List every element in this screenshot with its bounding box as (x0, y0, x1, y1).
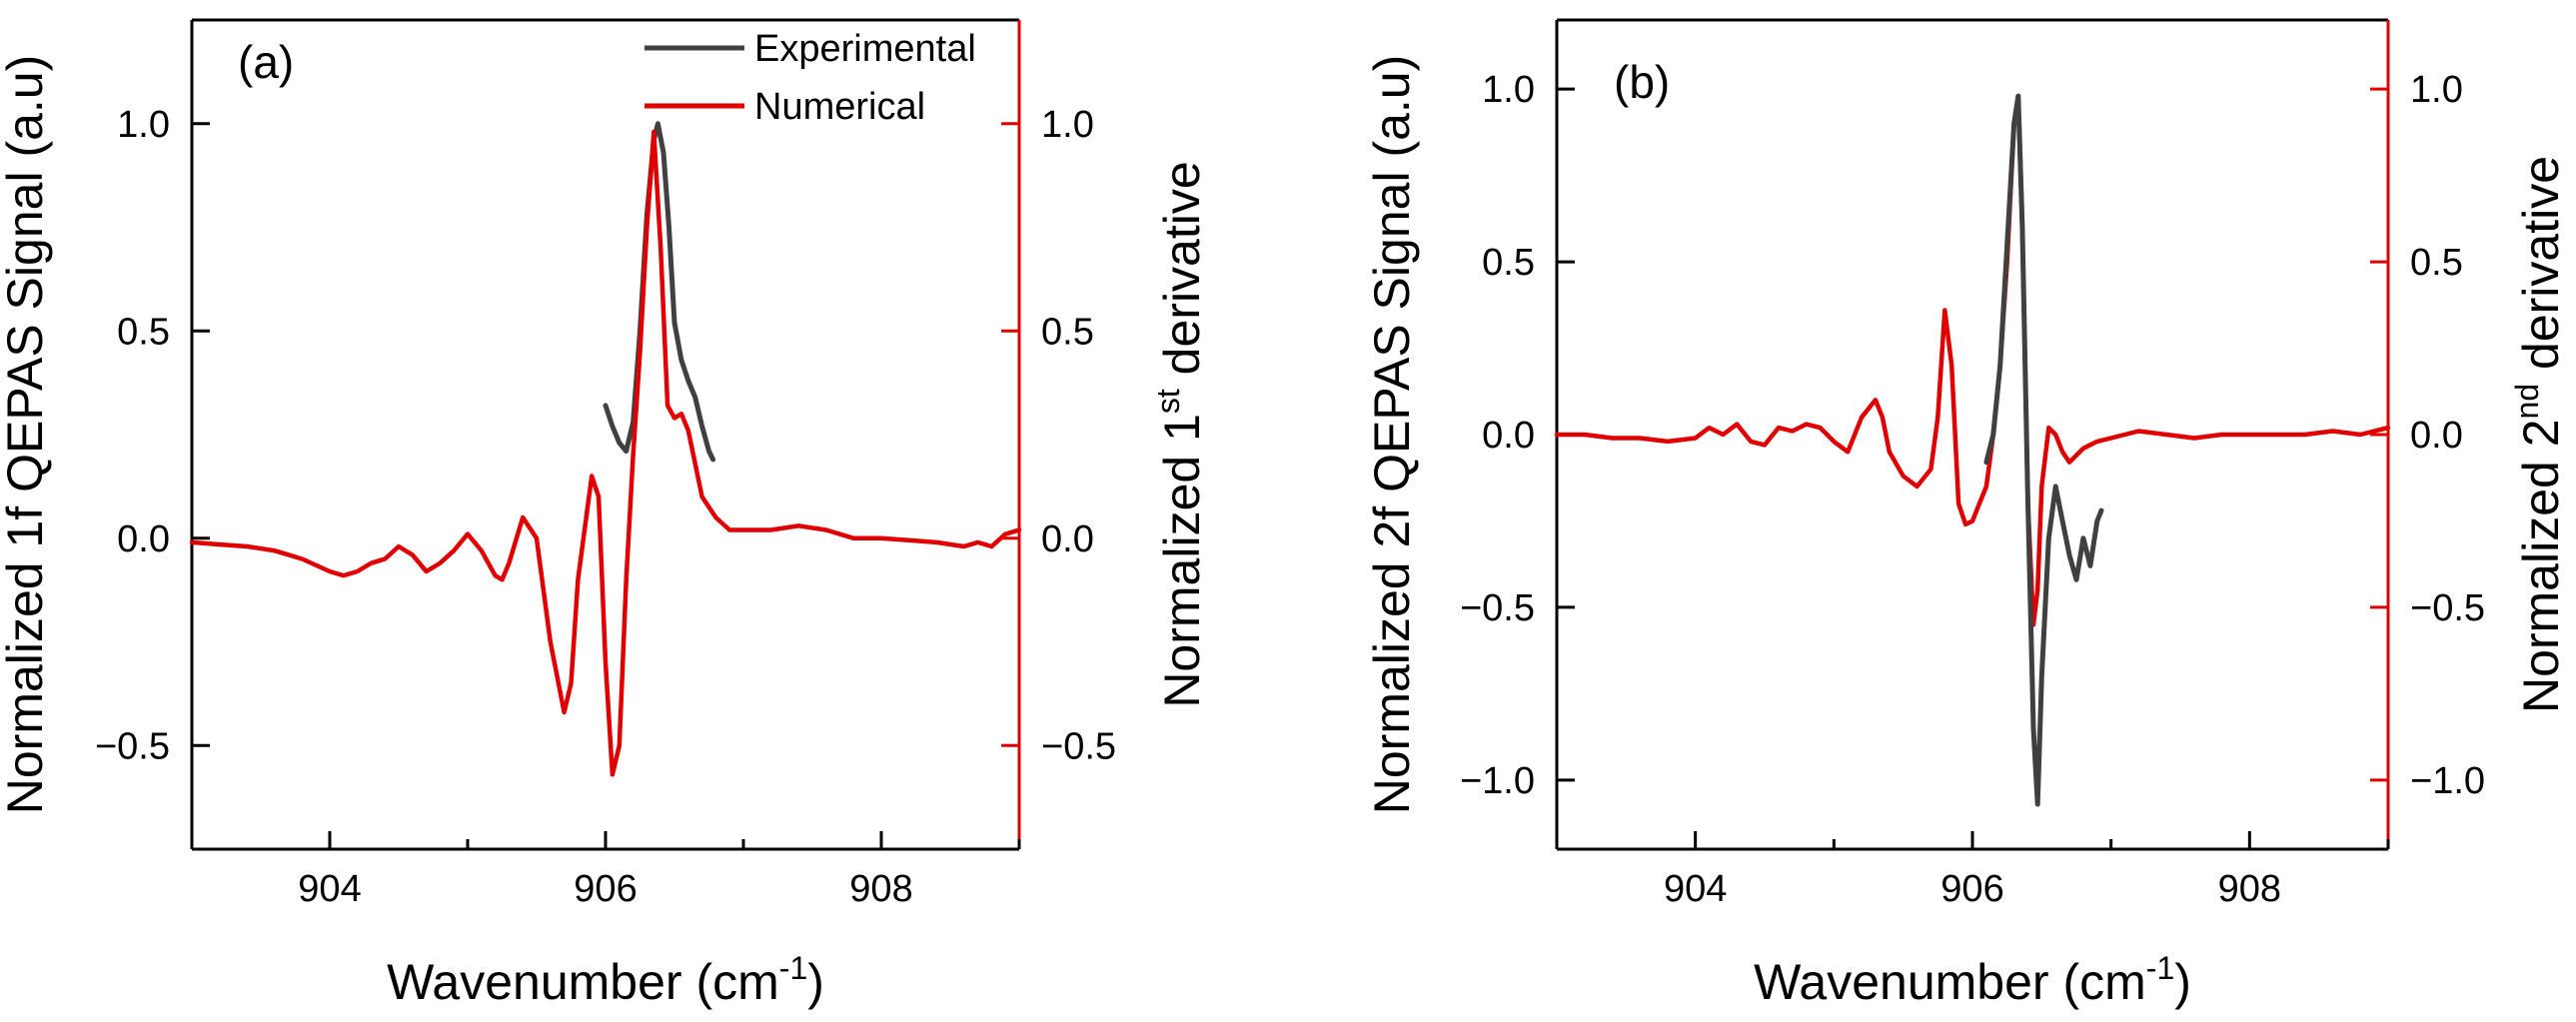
y-tick-label-left: 0.5 (1482, 242, 1535, 284)
y-tick-label-right: 0.0 (1041, 518, 1094, 560)
x-tick-label: 906 (1940, 868, 2003, 910)
y-tick-label-left: 0.0 (117, 518, 170, 560)
legend-label-numerical: Numerical (754, 86, 925, 128)
y-tick-label-right: 0.5 (2410, 242, 2463, 284)
x-tick-label: 904 (298, 868, 361, 910)
y-tick-label-right: 1.0 (2410, 69, 2463, 111)
y-tick-label-left: 0.5 (117, 311, 170, 353)
y-tick-label-right: 1.0 (1041, 104, 1094, 146)
numerical-series-line (1554, 93, 2391, 627)
x-tick-label: 904 (1664, 868, 1727, 910)
y-tick-label-right: 0.5 (1041, 311, 1094, 353)
y-axis-label-left: Normalized 1f QEPAS Signal (a.u) (0, 55, 53, 815)
y-tick-label-left: −0.5 (95, 725, 170, 767)
numerical-series-line (189, 129, 1022, 777)
legend-label-experimental: Experimental (754, 28, 976, 70)
y-axis-label-right: Normalized 2nd derivative (2509, 156, 2569, 713)
chart-panel-b: 904 906 908 −1.0 −0.5 0.0 0.5 1.0 −1.0 −0.5 0.0 0.5… (1364, 18, 2569, 1010)
y-axis-label-left: Normalized 2f QEPAS Signal (a.u) (1364, 55, 1420, 815)
y-tick-label-left: 0.0 (1482, 415, 1535, 457)
y-tick-label-left: −0.5 (1460, 587, 1535, 629)
y-axis-label-right: Normalized 1st derivative (1150, 161, 1210, 707)
x-tick-label: 908 (2218, 868, 2281, 910)
experimental-series-line (603, 121, 716, 463)
panel-label: (a) (238, 36, 294, 88)
x-axis-label: Wavenumber (cm-1) (387, 950, 824, 1010)
x-axis-label: Wavenumber (cm-1) (1754, 950, 2191, 1010)
experimental-series-line (1983, 93, 2104, 807)
panel-label: (b) (1614, 56, 1670, 108)
x-tick-label: 906 (574, 868, 637, 910)
y-tick-label-right: −1.0 (2410, 760, 2485, 802)
y-tick-label-right: −0.5 (1041, 725, 1116, 767)
y-tick-label-right: −0.5 (2410, 587, 2485, 629)
x-tick-label: 908 (849, 868, 912, 910)
chart-panel-a: 904 906 908 −0.5 0.0 0.5 1.0 −0.5 0.0 0.5 1.0 (a) Ex… (0, 18, 1210, 1010)
y-tick-label-left: −1.0 (1460, 760, 1535, 802)
y-tick-label-right: 0.0 (2410, 415, 2463, 457)
y-tick-label-left: 1.0 (1482, 69, 1535, 111)
y-tick-label-left: 1.0 (117, 104, 170, 146)
